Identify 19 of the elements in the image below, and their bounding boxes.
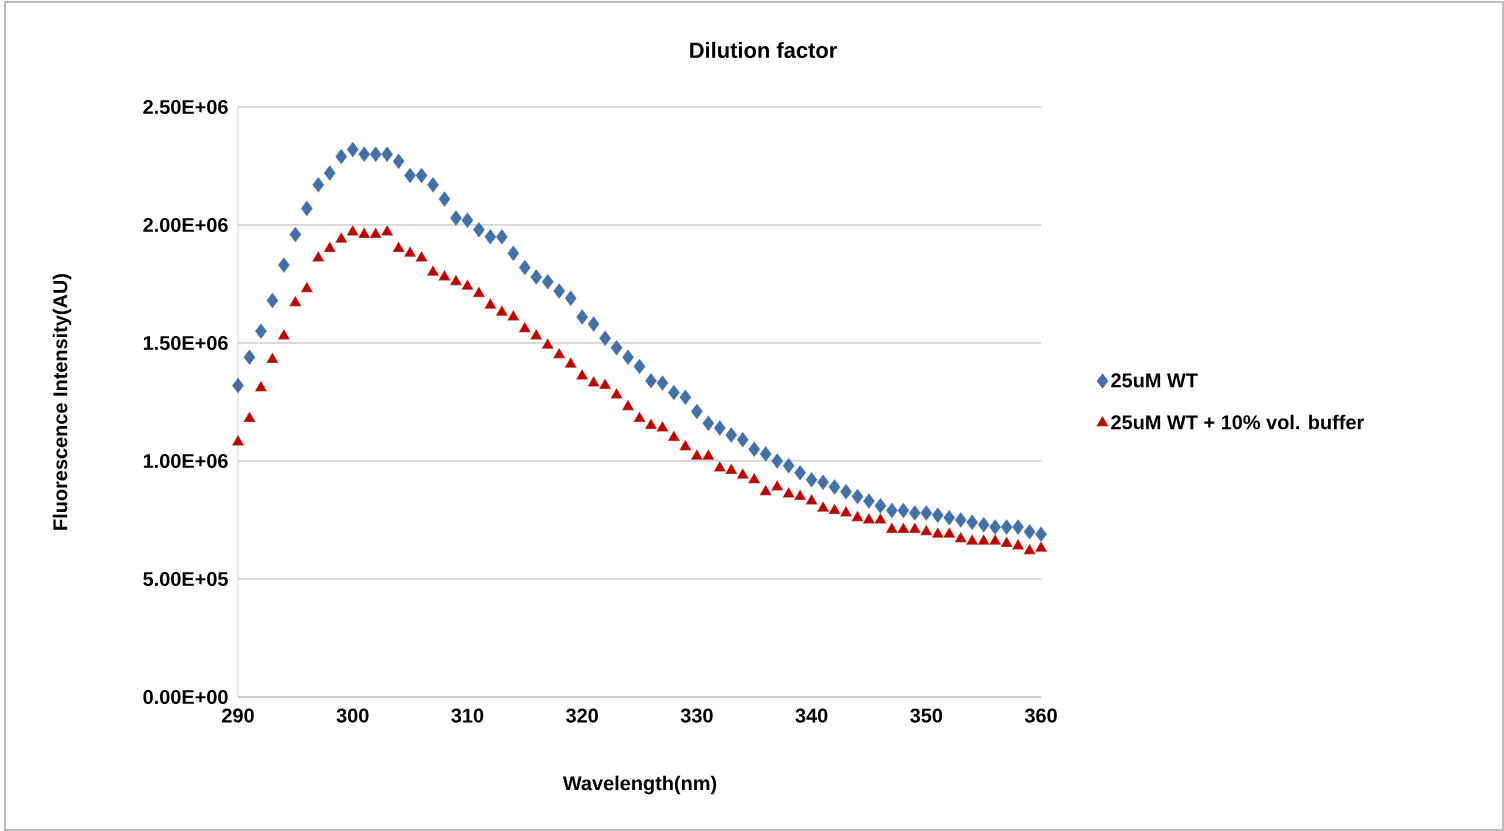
- y-tick-label: 1.50E+06: [143, 335, 228, 351]
- x-tick-label: 290: [222, 708, 254, 723]
- y-tick-label: 2.00E+06: [143, 217, 228, 233]
- x-tick-label: 340: [795, 708, 828, 723]
- x-tick-label: 320: [565, 708, 598, 723]
- chart-title: Dilution factor: [690, 41, 837, 59]
- y-tick-label: 2.50E+06: [143, 99, 228, 115]
- x-tick-label: 310: [451, 708, 484, 723]
- x-tick-label: 350: [910, 708, 943, 723]
- x-tick-label: 360: [1024, 708, 1057, 723]
- x-axis-title: Wavelength(nm): [562, 775, 717, 795]
- y-tick-label: 1.00E+06: [143, 453, 228, 469]
- legend-label: 25uM WT: [1111, 373, 1198, 388]
- x-tick-label: 330: [680, 708, 713, 723]
- legend-label: 25uM WT + 10% vol. buffer: [1111, 414, 1364, 430]
- y-tick-label: 5.00E+05: [143, 571, 228, 587]
- y-tick-label: 0.00E+00: [143, 689, 228, 705]
- x-tick-label: 300: [336, 708, 369, 723]
- y-axis-title: Fluorescence Intensity(AU): [52, 274, 72, 530]
